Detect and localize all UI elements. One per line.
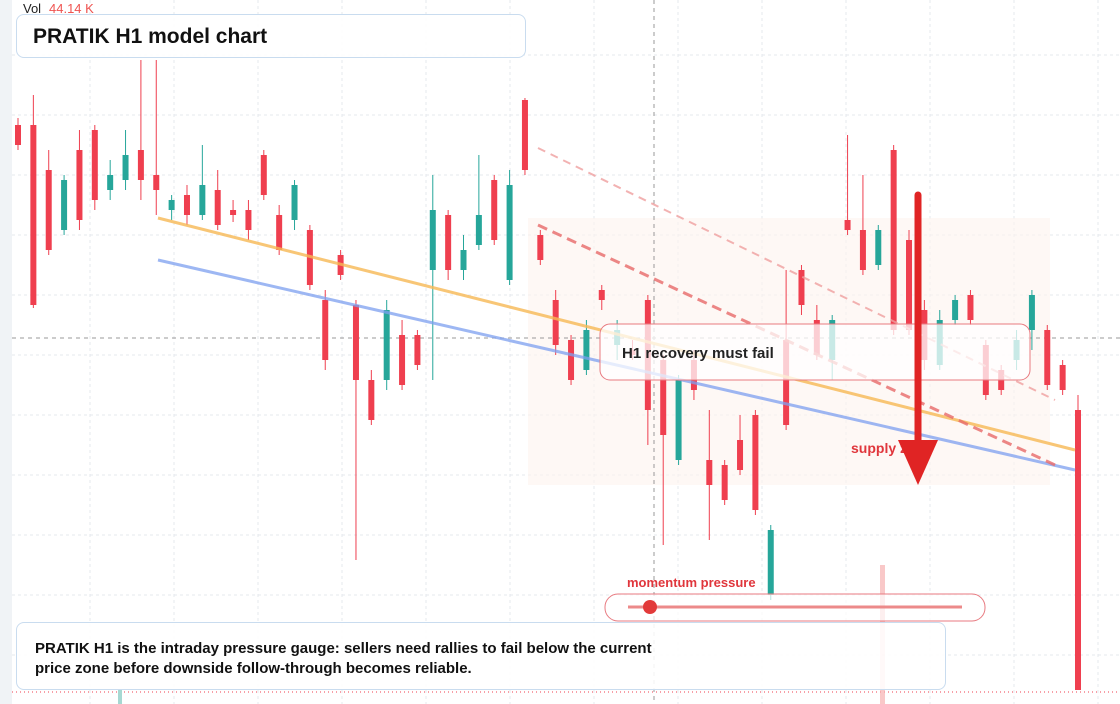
candle-body [137, 150, 144, 180]
candle-body [45, 170, 52, 250]
candle-body [967, 295, 974, 320]
candle-body [952, 300, 959, 320]
note: PRATIK H1 is the intraday pressure gauge… [16, 622, 946, 690]
candle-body [276, 215, 283, 250]
candle-body [798, 270, 805, 305]
candle-body [568, 340, 575, 380]
candle-body [721, 465, 728, 500]
candle-body [660, 360, 667, 435]
candle-body [153, 175, 160, 190]
candle-body [107, 175, 114, 190]
candle-body [352, 305, 359, 380]
left-strip [0, 0, 12, 704]
candle-body [875, 230, 882, 265]
candle-body [460, 250, 467, 270]
candle-body [583, 330, 590, 370]
candle-body [1044, 330, 1051, 385]
volume-label: Vol [23, 1, 41, 16]
gauge-knob [643, 600, 657, 614]
chart-title: PRATIK H1 model chart [16, 14, 526, 58]
candle-body [859, 230, 866, 270]
candle-body [521, 100, 528, 170]
arrow-head [898, 440, 938, 485]
candle-body [1059, 365, 1066, 390]
candle-body [598, 290, 605, 300]
candle-body [491, 180, 498, 240]
candle-body [322, 300, 329, 360]
candle-body [245, 210, 252, 230]
candle-body [475, 215, 482, 245]
candle-body [1075, 410, 1081, 690]
candle-body [199, 185, 206, 215]
candle-body [445, 215, 452, 270]
candle-body [383, 310, 390, 380]
candle-body [737, 440, 744, 470]
gauge-label: momentum pressure [627, 575, 756, 590]
candle-body [368, 380, 375, 420]
candle-body [783, 340, 790, 425]
volume-value: 44.14 K [49, 1, 94, 16]
candle-body [230, 210, 237, 215]
candle-body [399, 335, 406, 385]
candle-body [675, 380, 682, 460]
candle-body [890, 150, 897, 330]
volume-bar [118, 690, 122, 704]
candle-body [506, 185, 513, 280]
candle-body [122, 155, 129, 180]
candle-body [30, 125, 37, 305]
candle-body [260, 155, 267, 195]
candle-body [752, 415, 759, 510]
candle-body [61, 180, 68, 230]
candle-body [844, 220, 851, 230]
candle-body [906, 240, 913, 330]
candle-body [537, 235, 544, 260]
candle-body [552, 300, 559, 345]
callout-text: H1 recovery must fail [622, 345, 774, 362]
candle-body [76, 150, 83, 220]
callout-box [599, 323, 1031, 381]
candle-body [15, 125, 21, 145]
candle-body [168, 200, 175, 210]
candle-body [91, 130, 98, 200]
candle-body [414, 335, 421, 365]
candle-body [214, 190, 221, 225]
candle-body [429, 210, 436, 270]
candle-body [291, 185, 298, 220]
candle-body [183, 195, 190, 215]
candle-body [767, 530, 774, 595]
candle-body [1028, 295, 1035, 330]
candle-body [706, 460, 713, 485]
